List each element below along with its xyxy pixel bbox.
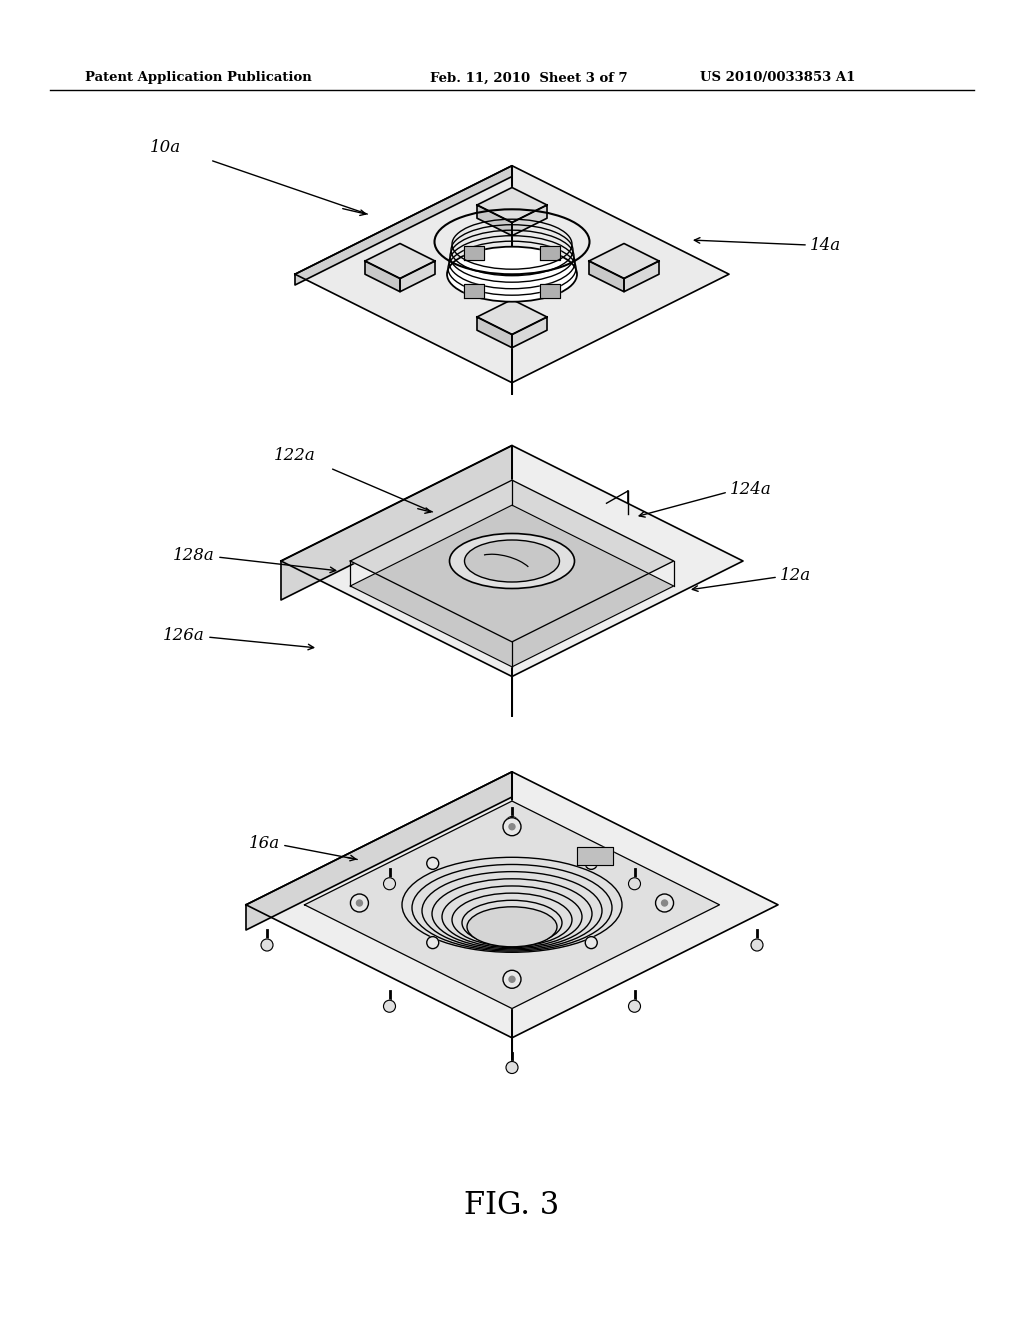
Circle shape [662, 900, 668, 906]
Circle shape [356, 900, 362, 906]
Polygon shape [540, 246, 560, 260]
Circle shape [509, 977, 515, 982]
Polygon shape [295, 166, 729, 383]
Circle shape [384, 878, 395, 890]
Polygon shape [540, 284, 560, 298]
Circle shape [350, 894, 369, 912]
Polygon shape [246, 772, 512, 931]
Text: 10a: 10a [150, 140, 180, 157]
Polygon shape [589, 243, 659, 279]
Circle shape [586, 858, 597, 870]
Polygon shape [512, 317, 547, 347]
Text: 124a: 124a [730, 482, 772, 499]
Circle shape [506, 1061, 518, 1073]
Polygon shape [365, 261, 400, 292]
Polygon shape [281, 446, 743, 676]
Polygon shape [464, 284, 484, 298]
Ellipse shape [447, 247, 577, 302]
Ellipse shape [467, 907, 557, 946]
Circle shape [427, 937, 438, 949]
Polygon shape [400, 261, 435, 292]
Polygon shape [295, 166, 512, 285]
Polygon shape [512, 205, 547, 236]
Circle shape [751, 939, 763, 950]
Polygon shape [246, 772, 778, 1038]
Ellipse shape [450, 533, 574, 589]
Ellipse shape [465, 540, 559, 582]
Polygon shape [281, 446, 512, 601]
Polygon shape [577, 846, 612, 865]
Circle shape [586, 937, 597, 949]
Text: Patent Application Publication: Patent Application Publication [85, 71, 311, 84]
Text: 16a: 16a [249, 834, 280, 851]
Circle shape [503, 970, 521, 989]
Polygon shape [365, 243, 435, 279]
Polygon shape [624, 261, 659, 292]
Polygon shape [477, 317, 512, 347]
Polygon shape [477, 205, 512, 236]
Circle shape [261, 939, 273, 950]
Text: 122a: 122a [274, 446, 315, 463]
Text: 12a: 12a [780, 566, 811, 583]
Circle shape [503, 817, 521, 836]
Text: 128a: 128a [173, 546, 215, 564]
Text: 14a: 14a [810, 236, 841, 253]
Polygon shape [477, 187, 547, 223]
Text: FIG. 3: FIG. 3 [464, 1189, 560, 1221]
Polygon shape [350, 480, 674, 642]
Circle shape [506, 817, 518, 829]
Polygon shape [464, 246, 484, 260]
Polygon shape [304, 801, 720, 1008]
Polygon shape [589, 261, 624, 292]
Text: Feb. 11, 2010  Sheet 3 of 7: Feb. 11, 2010 Sheet 3 of 7 [430, 71, 628, 84]
Circle shape [384, 1001, 395, 1012]
Circle shape [655, 894, 674, 912]
Text: 126a: 126a [163, 627, 205, 644]
Polygon shape [477, 300, 547, 334]
Circle shape [629, 878, 640, 890]
Text: US 2010/0033853 A1: US 2010/0033853 A1 [700, 71, 855, 84]
Circle shape [509, 824, 515, 830]
Circle shape [629, 1001, 640, 1012]
Polygon shape [350, 506, 674, 667]
Circle shape [427, 858, 438, 870]
